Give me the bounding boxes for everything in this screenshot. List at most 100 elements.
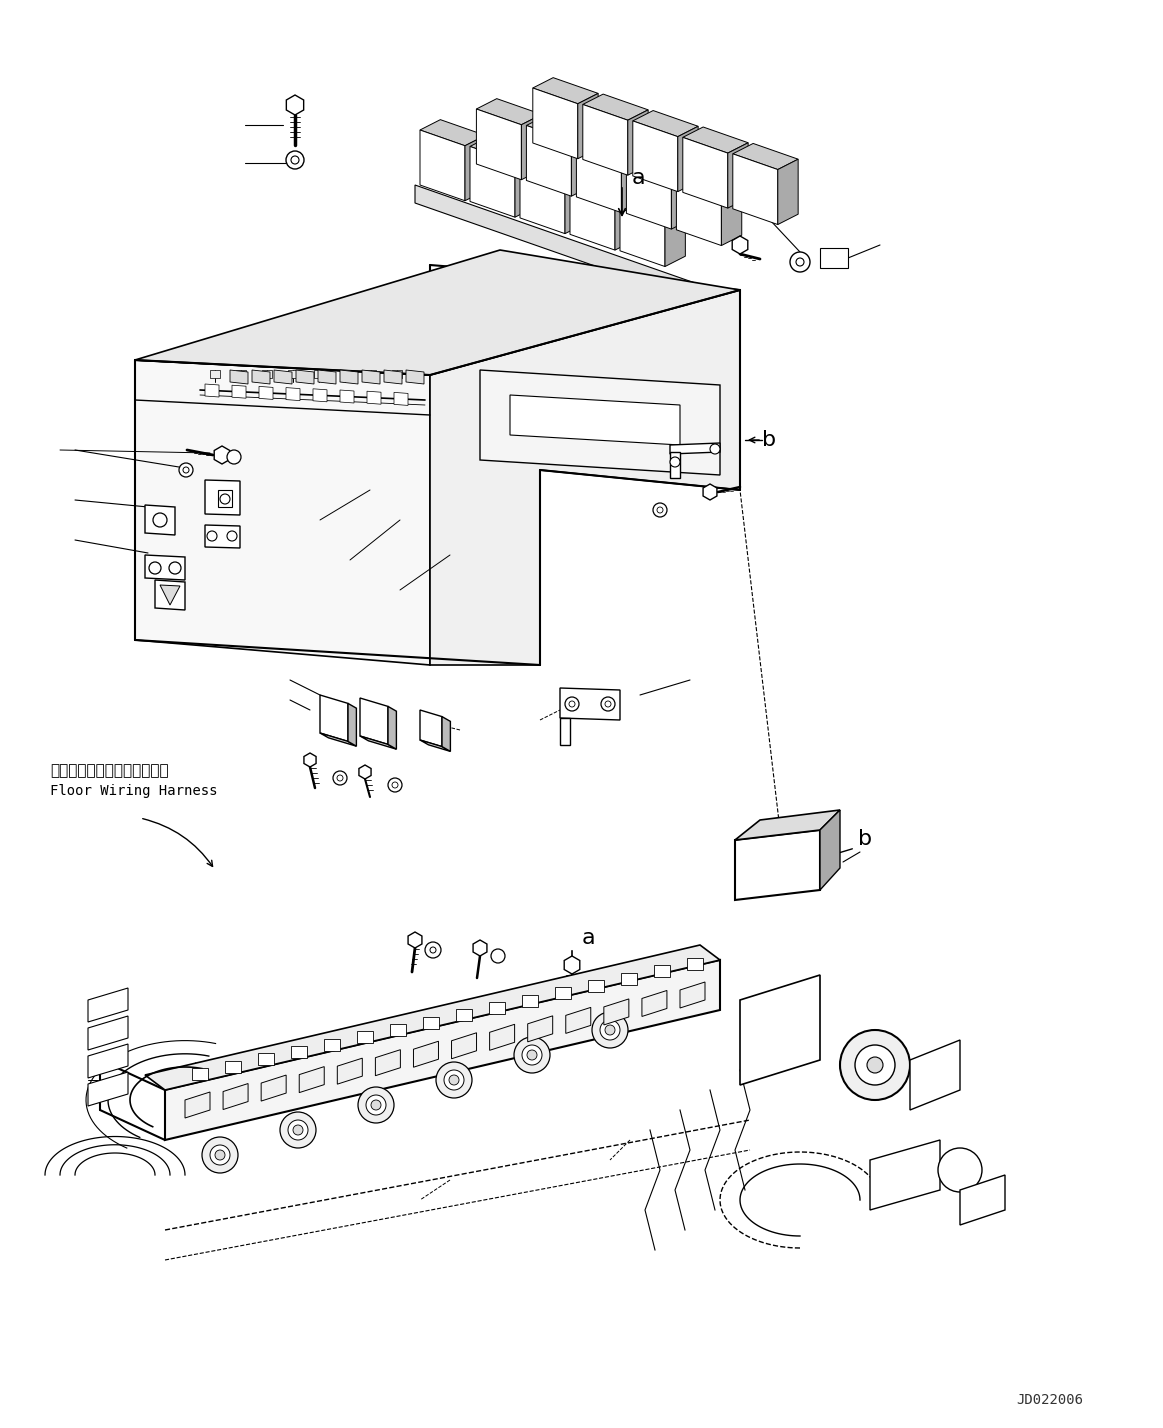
Bar	[211, 370, 220, 378]
Polygon shape	[654, 965, 670, 977]
Polygon shape	[588, 980, 604, 992]
Circle shape	[670, 457, 680, 467]
Circle shape	[527, 1050, 537, 1060]
Polygon shape	[451, 1032, 477, 1058]
Circle shape	[790, 251, 809, 271]
Polygon shape	[376, 1050, 400, 1075]
Polygon shape	[488, 1002, 505, 1014]
Bar	[820, 248, 848, 268]
Polygon shape	[687, 958, 702, 970]
Polygon shape	[621, 972, 637, 985]
Circle shape	[286, 151, 304, 169]
Circle shape	[211, 1145, 230, 1165]
Polygon shape	[627, 159, 671, 228]
Circle shape	[840, 1030, 909, 1100]
Polygon shape	[88, 1015, 128, 1050]
Polygon shape	[340, 390, 354, 403]
Polygon shape	[286, 387, 300, 401]
Polygon shape	[959, 1175, 1005, 1225]
Circle shape	[430, 947, 436, 952]
Polygon shape	[361, 698, 388, 744]
Polygon shape	[414, 1041, 438, 1067]
Polygon shape	[231, 386, 247, 398]
Bar	[392, 370, 402, 378]
Polygon shape	[406, 370, 424, 384]
Polygon shape	[368, 391, 381, 404]
Polygon shape	[274, 370, 292, 384]
Polygon shape	[230, 370, 248, 384]
Polygon shape	[583, 94, 648, 120]
Polygon shape	[155, 580, 185, 610]
Circle shape	[291, 156, 299, 164]
Polygon shape	[317, 370, 336, 384]
Text: b: b	[858, 830, 872, 850]
Circle shape	[388, 778, 402, 793]
Polygon shape	[778, 159, 798, 224]
Polygon shape	[258, 1054, 274, 1065]
Polygon shape	[145, 555, 185, 580]
Polygon shape	[145, 506, 174, 536]
Polygon shape	[555, 987, 571, 1000]
Circle shape	[392, 783, 398, 788]
Circle shape	[605, 701, 611, 707]
Polygon shape	[515, 151, 535, 217]
Text: a: a	[582, 928, 595, 948]
Polygon shape	[490, 1024, 514, 1051]
Polygon shape	[88, 1072, 128, 1107]
Polygon shape	[223, 1084, 248, 1110]
Polygon shape	[205, 526, 240, 548]
Circle shape	[333, 771, 347, 785]
Circle shape	[652, 503, 668, 517]
Bar	[288, 370, 298, 378]
Polygon shape	[733, 143, 798, 170]
Circle shape	[169, 563, 181, 574]
Polygon shape	[359, 765, 371, 780]
Bar	[366, 370, 376, 378]
Circle shape	[795, 258, 804, 266]
Polygon shape	[304, 753, 316, 767]
Bar	[314, 370, 324, 378]
Polygon shape	[420, 120, 485, 146]
Polygon shape	[583, 104, 628, 176]
Polygon shape	[252, 370, 270, 384]
Polygon shape	[135, 250, 740, 376]
Polygon shape	[520, 153, 585, 178]
Polygon shape	[561, 688, 620, 720]
Polygon shape	[642, 991, 666, 1017]
Circle shape	[601, 697, 615, 711]
Polygon shape	[604, 1000, 629, 1025]
Polygon shape	[470, 136, 535, 163]
Circle shape	[491, 950, 505, 962]
Polygon shape	[286, 96, 304, 116]
Polygon shape	[408, 932, 422, 948]
Polygon shape	[313, 388, 327, 401]
Circle shape	[444, 1070, 464, 1090]
Polygon shape	[721, 180, 742, 246]
Polygon shape	[627, 149, 692, 174]
Polygon shape	[465, 136, 485, 201]
Polygon shape	[677, 164, 742, 190]
Polygon shape	[533, 89, 578, 159]
Circle shape	[293, 1125, 304, 1135]
Circle shape	[280, 1112, 316, 1148]
Polygon shape	[390, 1024, 406, 1035]
Circle shape	[288, 1120, 308, 1140]
Polygon shape	[262, 1075, 286, 1101]
Polygon shape	[670, 453, 680, 478]
Polygon shape	[291, 1045, 307, 1058]
Polygon shape	[299, 1067, 324, 1092]
Circle shape	[149, 563, 160, 574]
Circle shape	[657, 507, 663, 513]
Polygon shape	[733, 236, 748, 254]
Polygon shape	[520, 163, 565, 234]
Polygon shape	[192, 1068, 208, 1080]
Circle shape	[600, 1020, 620, 1040]
Polygon shape	[728, 143, 748, 208]
Circle shape	[565, 697, 579, 711]
Text: a: a	[632, 169, 645, 188]
Text: b: b	[762, 430, 776, 450]
Polygon shape	[870, 1140, 940, 1210]
Polygon shape	[430, 290, 740, 665]
Circle shape	[207, 531, 217, 541]
Polygon shape	[415, 186, 730, 313]
